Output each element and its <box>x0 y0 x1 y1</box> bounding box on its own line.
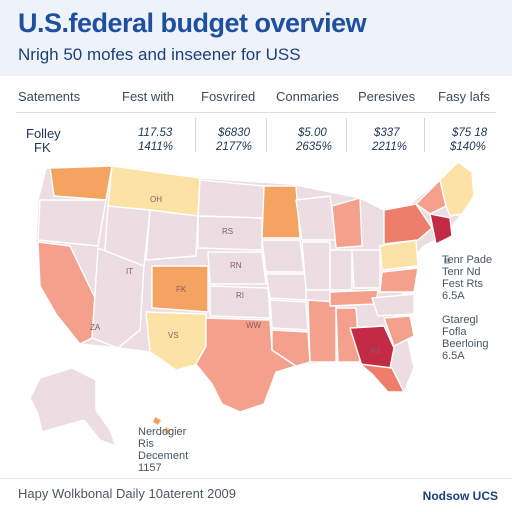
column-header-fosvrired: Fosvrired <box>201 89 256 104</box>
state-label-ri: RI <box>236 291 244 300</box>
row-label-fk: FK <box>34 140 51 155</box>
state-shape <box>379 267 419 293</box>
value-bottom-3: 2635% <box>296 141 332 153</box>
value-bottom-1: 1411% <box>138 141 173 153</box>
header-band: U.S.federal budget overview Nrigh 50 mof… <box>0 0 512 76</box>
column-divider <box>266 118 267 152</box>
state-shape <box>439 161 475 217</box>
state-label-fk: FK <box>176 285 187 294</box>
footer-divider <box>0 478 512 479</box>
annotation-line: Fest Rts <box>442 278 483 290</box>
state-shape <box>351 249 381 289</box>
state-shape <box>295 195 337 241</box>
state-shape <box>335 307 361 363</box>
state-label-ww: WW <box>246 321 262 330</box>
state-shape <box>145 311 207 371</box>
state-label-oh: OH <box>150 195 162 204</box>
value-bottom-5: $140% <box>450 141 486 153</box>
state-label-za: ZA <box>90 323 101 332</box>
annotation-line: 6.5A <box>442 290 465 302</box>
row-label-folley: Folley <box>26 126 61 141</box>
state-shape <box>329 249 353 291</box>
footer-source: Hapy Wolkbonal Daily 10aterent 2009 <box>18 486 237 501</box>
state-shape <box>271 329 311 367</box>
state-label-it: IT <box>126 267 133 276</box>
column-header-peresives: Peresives <box>358 89 416 104</box>
hawaii-shape <box>151 415 163 427</box>
annotation-line: Beerloing <box>442 338 489 350</box>
state-shape <box>301 241 331 291</box>
annotation-line: 1157 <box>138 462 162 474</box>
alaska-shape <box>29 367 117 447</box>
column-divider <box>424 118 425 152</box>
state-shape <box>151 265 209 313</box>
annotation-line: Decement <box>138 450 189 462</box>
header-divider <box>16 112 496 113</box>
state-shape <box>371 293 415 317</box>
annotation-line: Tenr Nd <box>442 266 481 278</box>
annotation-line: Fofla <box>442 326 467 338</box>
value-bottom-4: 2211% <box>372 141 407 153</box>
value-top-1: 117.53 <box>138 127 173 139</box>
value-top-3: $5.00 <box>298 127 327 139</box>
state-shape <box>265 273 307 301</box>
state-label-ra: RA <box>370 347 382 356</box>
hawaii-shape <box>161 425 173 437</box>
column-header-statements: Satements <box>18 89 81 104</box>
state-label-rn: RN <box>230 261 242 270</box>
state-shape <box>37 241 97 345</box>
us-map: OH RS FK RA VS WW RN IT ZA RI <box>29 161 475 447</box>
state-shape <box>49 165 113 201</box>
state-shape <box>331 197 363 249</box>
state-label-vs: VS <box>168 331 179 340</box>
annotation-line: Nerdogier <box>138 426 187 438</box>
state-shape <box>145 209 199 261</box>
value-top-2: $6830 <box>218 127 250 139</box>
legend-mark <box>444 258 450 264</box>
page-title: U.S.federal budget overview <box>18 8 367 38</box>
state-shape <box>269 299 309 331</box>
state-shape <box>261 185 301 239</box>
annotation-line: 6.5A <box>442 350 465 362</box>
column-divider <box>195 118 196 152</box>
state-shape <box>197 179 265 219</box>
state-shape <box>307 299 337 363</box>
state-shape <box>37 199 107 247</box>
state-shape <box>383 203 433 245</box>
state-shape <box>359 363 405 393</box>
value-top-4: $337 <box>374 127 400 139</box>
state-shape <box>349 325 395 369</box>
annotation-right-top: Tenr Pade Tenr Nd Fest Rts 6.5A <box>442 254 492 302</box>
brand-logo-text: Nodsow UCS <box>422 489 498 503</box>
state-shape <box>207 251 267 285</box>
value-top-5: $75 18 <box>452 127 488 139</box>
state-shape <box>329 289 379 307</box>
annotation-bottom-left: Nerdogier Ris Decement 1157 <box>138 426 188 474</box>
value-bottom-2: 2177% <box>216 141 252 153</box>
page-subtitle: Nrigh 50 mofes and inseener for USS <box>18 45 301 64</box>
state-shape <box>91 247 145 349</box>
annotation-line: Tenr Pade <box>442 254 493 266</box>
state-shape <box>383 315 415 347</box>
column-header-fest-with: Fest with <box>122 89 175 104</box>
column-header-conmaries: Conmaries <box>276 89 339 104</box>
state-shape <box>209 285 271 319</box>
state-shape <box>261 239 305 273</box>
column-divider <box>346 118 347 152</box>
state-shape <box>197 215 263 251</box>
annotation-right-mid: Gtaregl Fofla Beerloing 6.5A <box>442 314 488 362</box>
state-shape <box>429 213 453 245</box>
annotation-line: Gtaregl <box>442 314 479 326</box>
state-label-rs: RS <box>222 227 233 236</box>
annotation-line: Ris <box>138 438 154 450</box>
column-header-fasy-lafs: Fasy lafs <box>438 89 491 104</box>
